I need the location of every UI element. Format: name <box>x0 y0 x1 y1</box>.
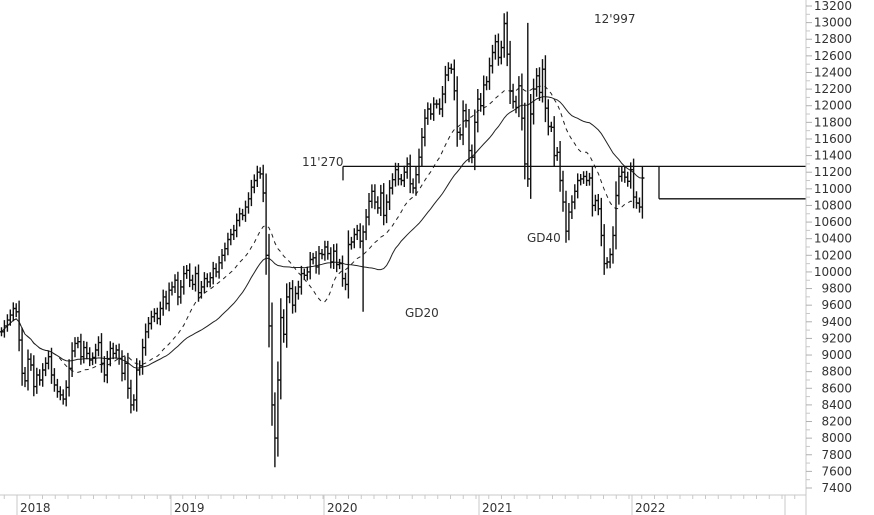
y-tick-label: 9600 <box>821 298 852 312</box>
y-tick-label: 9800 <box>821 282 852 296</box>
y-tick-label: 11400 <box>814 149 852 163</box>
y-tick-label: 9200 <box>821 331 852 345</box>
y-tick-label: 8800 <box>821 365 852 379</box>
chart-annotations: 11'270 12'997 GD20 GD40 <box>302 12 635 320</box>
gd20-moving-average-line <box>1 85 643 373</box>
y-tick-label: 7400 <box>821 481 852 495</box>
y-tick-label: 8000 <box>821 431 852 445</box>
y-tick-label: 12600 <box>814 49 852 63</box>
x-tick-label: 2020 <box>327 501 358 515</box>
x-axis: 2018 2019 2020 2021 2022 <box>0 494 806 515</box>
y-tick-label: 8600 <box>821 381 852 395</box>
peak-label-2022: 12'997 <box>594 12 635 26</box>
y-tick-label: 10600 <box>814 215 852 229</box>
y-tick-label: 8400 <box>821 398 852 412</box>
y-tick-label: 7800 <box>821 448 852 462</box>
gd40-moving-average-line <box>1 96 643 369</box>
y-tick-label: 11800 <box>814 115 852 129</box>
x-tick-label: 2018 <box>20 501 51 515</box>
y-tick-label: 10200 <box>814 248 852 262</box>
y-tick-label: 9400 <box>821 315 852 329</box>
y-tick-label: 11000 <box>814 182 852 196</box>
y-tick-label: 8200 <box>821 415 852 429</box>
y-tick-label: 7600 <box>821 464 852 478</box>
x-tick-label: 2022 <box>635 501 666 515</box>
y-tick-label: 12000 <box>814 99 852 113</box>
peak-label-2020: 11'270 <box>302 155 343 169</box>
ohlc-bars <box>0 11 645 468</box>
y-tick-label: 13000 <box>814 16 852 30</box>
gd40-label: GD40 <box>527 231 561 245</box>
y-tick-label: 10000 <box>814 265 852 279</box>
x-tick-label: 2021 <box>482 501 513 515</box>
support-resistance-lines <box>342 165 806 200</box>
y-tick-label: 13200 <box>814 0 852 13</box>
y-tick-label: 10400 <box>814 232 852 246</box>
gd20-label: GD20 <box>405 306 439 320</box>
x-tick-label: 2019 <box>174 501 205 515</box>
y-tick-label: 11200 <box>814 165 852 179</box>
y-tick-label: 11600 <box>814 132 852 146</box>
y-axis: 7400 7600 7800 8000 8200 8400 8600 8800 9000 9200… <box>805 0 852 515</box>
y-tick-label: 12200 <box>814 82 852 96</box>
y-tick-label: 12800 <box>814 32 852 46</box>
y-tick-label: 10800 <box>814 198 852 212</box>
y-tick-label: 12400 <box>814 65 852 79</box>
y-tick-label: 9000 <box>821 348 852 362</box>
